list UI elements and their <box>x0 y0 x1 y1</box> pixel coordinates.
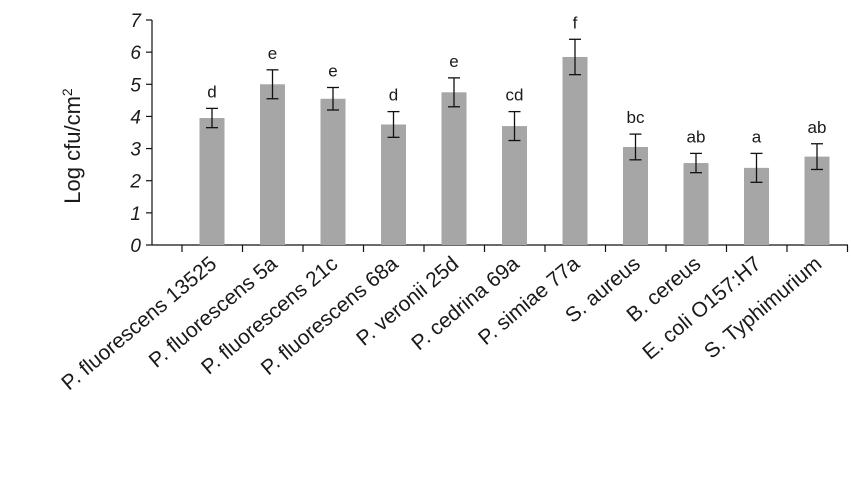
significance-label: ab <box>808 118 827 137</box>
significance-label: e <box>328 62 337 81</box>
y-tick-label: 6 <box>130 43 141 64</box>
y-tick-label: 0 <box>130 236 141 257</box>
error-bar <box>811 143 823 171</box>
significance-label: d <box>207 82 216 101</box>
bar <box>381 124 406 245</box>
y-tick-label: 2 <box>129 172 141 193</box>
significance-label: f <box>573 13 578 32</box>
y-tick-label: 1 <box>130 204 141 225</box>
error-bar <box>206 107 218 129</box>
y-tick-label: 3 <box>130 140 141 161</box>
bar <box>260 84 285 246</box>
error-bar <box>690 152 702 174</box>
bar <box>683 163 709 245</box>
significance-label: e <box>268 44 277 63</box>
bar <box>502 126 527 245</box>
error-bar <box>327 86 339 111</box>
significance-label: d <box>389 86 398 105</box>
error-bar <box>508 110 521 142</box>
error-bar <box>387 110 400 138</box>
bar <box>199 118 225 245</box>
error-bar <box>448 77 460 108</box>
bar <box>623 146 648 245</box>
y-axis-label-text: Log cfu/cm <box>60 96 85 204</box>
significance-label: ab <box>687 127 706 146</box>
significance-label: a <box>752 127 762 146</box>
y-tick-label: 5 <box>130 75 141 96</box>
error-bar <box>569 38 581 76</box>
y-tick-label: 4 <box>130 107 141 128</box>
x-tick-label: P. veronii 25d <box>352 252 463 350</box>
y-tick-label: 7 <box>130 11 142 32</box>
y-axis-label-superscript: 2 <box>59 88 75 96</box>
axes <box>146 19 849 252</box>
bars <box>199 56 830 246</box>
bar <box>804 156 830 245</box>
error-bars <box>206 38 823 183</box>
significance-label: e <box>449 52 458 71</box>
y-axis-label: Log cfu/cm2 <box>59 88 85 204</box>
error-bar <box>750 152 763 183</box>
significance-labels: d e e d e cd f bc ab a ab <box>207 13 826 146</box>
bar <box>320 98 346 245</box>
x-tick-label: P. cedrina 69a <box>407 252 524 355</box>
bar <box>441 92 467 245</box>
significance-label: bc <box>627 108 645 127</box>
error-bar <box>629 133 642 161</box>
significance-label: cd <box>506 86 524 105</box>
error-bar <box>266 69 279 100</box>
y-tick-labels: 0 1 2 3 4 5 6 7 <box>129 11 142 257</box>
bar <box>562 56 588 245</box>
